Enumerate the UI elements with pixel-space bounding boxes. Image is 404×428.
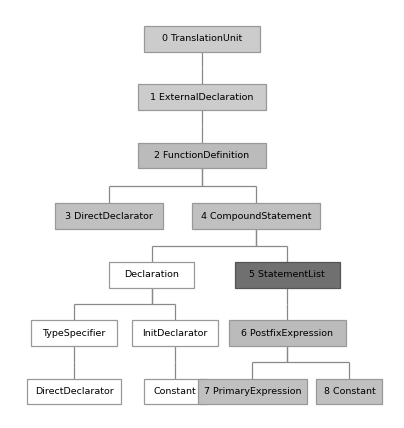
FancyBboxPatch shape [316,379,382,404]
FancyBboxPatch shape [55,203,163,229]
FancyBboxPatch shape [198,379,307,404]
Text: 0 TranslationUnit: 0 TranslationUnit [162,34,242,43]
Text: 2 FunctionDefinition: 2 FunctionDefinition [154,151,250,160]
Text: 5 StatementList: 5 StatementList [249,270,325,279]
FancyBboxPatch shape [192,203,320,229]
FancyBboxPatch shape [132,320,217,346]
Text: Constant: Constant [154,387,196,396]
FancyBboxPatch shape [138,143,266,169]
Text: DirectDeclarator: DirectDeclarator [35,387,114,396]
Text: 7 PrimaryExpression: 7 PrimaryExpression [204,387,301,396]
Text: 4 CompoundStatement: 4 CompoundStatement [201,212,311,221]
Text: 6 PostfixExpression: 6 PostfixExpression [241,329,333,338]
Text: 3 DirectDeclarator: 3 DirectDeclarator [65,212,153,221]
FancyBboxPatch shape [27,379,120,404]
Text: TypeSpecifier: TypeSpecifier [42,329,106,338]
Text: 8 Constant: 8 Constant [324,387,375,396]
FancyBboxPatch shape [235,262,340,288]
FancyBboxPatch shape [138,84,266,110]
Text: InitDeclarator: InitDeclarator [142,329,208,338]
FancyBboxPatch shape [144,379,206,404]
FancyBboxPatch shape [144,26,260,52]
Text: Declaration: Declaration [124,270,179,279]
FancyBboxPatch shape [229,320,345,346]
Text: 1 ExternalDeclaration: 1 ExternalDeclaration [150,93,254,102]
FancyBboxPatch shape [109,262,194,288]
FancyBboxPatch shape [32,320,117,346]
